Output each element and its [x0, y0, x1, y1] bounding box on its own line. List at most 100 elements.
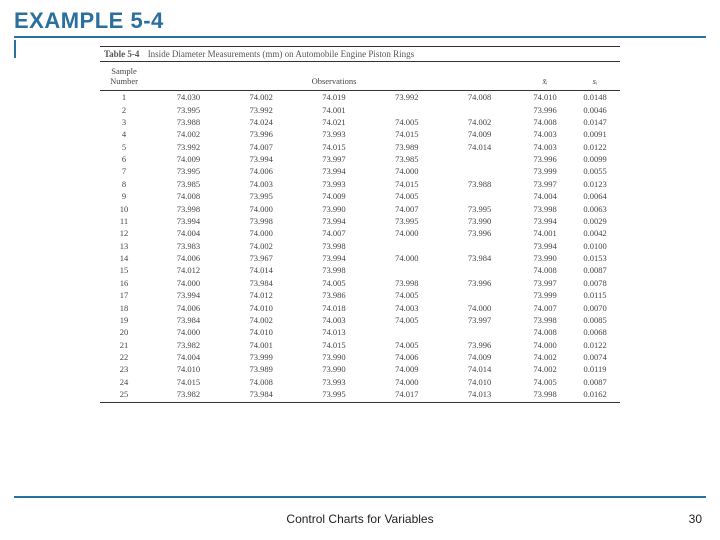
observation-value: 73.985: [370, 154, 443, 164]
cell-xbar: 74.008: [520, 264, 570, 276]
cell-sample-number: 18: [100, 301, 148, 313]
cell-s: 0.0068: [570, 326, 620, 338]
observation-value: 74.001: [298, 105, 371, 115]
cell-s: 0.0153: [570, 252, 620, 264]
observation-value: 74.005: [370, 117, 443, 127]
table-caption-text: Inside Diameter Measurements (mm) on Aut…: [148, 49, 414, 59]
cell-s: 0.0099: [570, 153, 620, 165]
cell-xbar: 73.999: [520, 165, 570, 177]
cell-s: 0.0119: [570, 363, 620, 375]
cell-s: 0.0122: [570, 339, 620, 351]
observation-value: 74.010: [225, 327, 298, 337]
table-row: 1073.99874.00073.99074.00773.99573.9980.…: [100, 202, 620, 214]
observation-value: 73.983: [152, 241, 225, 251]
cell-xbar: 74.003: [520, 128, 570, 140]
observation-value: 74.005: [370, 340, 443, 350]
observation-value: 74.002: [225, 315, 298, 325]
observation-value: 73.984: [225, 278, 298, 288]
table-row: 1674.00073.98474.00573.99873.99673.9970.…: [100, 277, 620, 289]
cell-sample-number: 10: [100, 202, 148, 214]
cell-s: 0.0091: [570, 128, 620, 140]
cell-xbar: 74.000: [520, 339, 570, 351]
col-xbar: x̄ᵢ: [520, 62, 570, 91]
observation-value: 74.009: [370, 364, 443, 374]
cell-observations: 74.01574.00873.99374.00074.010: [148, 376, 520, 388]
header-rule: [14, 36, 706, 38]
observation-value: 73.988: [152, 117, 225, 127]
observation-value: 73.998: [225, 216, 298, 226]
observation-value: [443, 154, 516, 164]
observation-value: 73.998: [370, 278, 443, 288]
observation-value: 74.024: [225, 117, 298, 127]
cell-s: 0.0148: [570, 91, 620, 104]
table-row: 2074.00074.01074.01374.0080.0068: [100, 326, 620, 338]
observation-value: 74.005: [298, 278, 371, 288]
table-body: 174.03074.00274.01973.99274.00874.0100.0…: [100, 91, 620, 403]
cell-observations: 74.00074.01074.013: [148, 326, 520, 338]
observation-value: 74.015: [152, 377, 225, 387]
observation-value: 73.995: [443, 204, 516, 214]
table-row: 273.99573.99274.00173.9960.0046: [100, 103, 620, 115]
cell-xbar: 73.996: [520, 153, 570, 165]
observation-value: 74.014: [443, 142, 516, 152]
observation-value: [443, 166, 516, 176]
observation-value: 73.994: [298, 253, 371, 263]
col-observations: Observations: [148, 62, 520, 91]
cell-xbar: 73.994: [520, 240, 570, 252]
cell-sample-number: 5: [100, 141, 148, 153]
observation-value: 74.007: [225, 142, 298, 152]
example-title: EXAMPLE 5-4: [14, 8, 706, 34]
cell-observations: 74.00474.00074.00774.00073.996: [148, 227, 520, 239]
table-row: 1874.00674.01074.01874.00374.00074.0070.…: [100, 301, 620, 313]
observation-value: 73.967: [225, 253, 298, 263]
observation-value: 73.995: [370, 216, 443, 226]
observation-value: [370, 265, 443, 275]
cell-observations: 73.98574.00373.99374.01573.988: [148, 178, 520, 190]
observation-value: 73.990: [298, 352, 371, 362]
cell-s: 0.0042: [570, 227, 620, 239]
cell-sample-number: 20: [100, 326, 148, 338]
cell-observations: 73.99274.00774.01573.98974.014: [148, 141, 520, 153]
cell-sample-number: 22: [100, 351, 148, 363]
cell-s: 0.0115: [570, 289, 620, 301]
cell-sample-number: 17: [100, 289, 148, 301]
observation-value: 74.008: [152, 191, 225, 201]
table-row: 1373.98374.00273.99873.9940.0100: [100, 240, 620, 252]
cell-observations: 74.00674.01074.01874.00374.000: [148, 301, 520, 313]
observation-value: 74.006: [225, 166, 298, 176]
observation-value: 73.985: [152, 179, 225, 189]
cell-xbar: 73.998: [520, 202, 570, 214]
table-row: 474.00273.99673.99374.01574.00974.0030.0…: [100, 128, 620, 140]
cell-observations: 73.99573.99274.001: [148, 103, 520, 115]
cell-xbar: 74.001: [520, 227, 570, 239]
cell-sample-number: 8: [100, 178, 148, 190]
observation-value: 74.013: [298, 327, 371, 337]
observation-value: 74.002: [225, 241, 298, 251]
cell-xbar: 73.997: [520, 277, 570, 289]
cell-xbar: 73.990: [520, 252, 570, 264]
table-row: 174.03074.00274.01973.99274.00874.0100.0…: [100, 91, 620, 104]
cell-s: 0.0070: [570, 301, 620, 313]
observation-value: 73.988: [443, 179, 516, 189]
cell-xbar: 74.002: [520, 351, 570, 363]
observation-value: 74.002: [443, 117, 516, 127]
observation-value: 74.008: [443, 92, 516, 102]
measurements-table: SampleNumber Observations x̄ᵢ sᵢ 174.030…: [100, 62, 620, 403]
observation-value: 73.996: [225, 129, 298, 139]
cell-sample-number: 1: [100, 91, 148, 104]
cell-observations: 74.01274.01473.998: [148, 264, 520, 276]
observation-value: 74.004: [152, 352, 225, 362]
table-caption: Table 5-4 Inside Diameter Measurements (…: [100, 46, 620, 62]
observation-value: 74.010: [225, 303, 298, 313]
observation-value: 74.009: [152, 154, 225, 164]
observation-value: 74.004: [152, 228, 225, 238]
observation-value: 74.015: [370, 129, 443, 139]
observation-value: 74.005: [370, 315, 443, 325]
cell-xbar: 74.003: [520, 141, 570, 153]
observation-value: 73.982: [152, 340, 225, 350]
cell-s: 0.0147: [570, 116, 620, 128]
cell-sample-number: 4: [100, 128, 148, 140]
cell-observations: 73.98274.00174.01574.00573.996: [148, 339, 520, 351]
observation-value: 73.997: [443, 315, 516, 325]
cell-observations: 73.98374.00273.998: [148, 240, 520, 252]
